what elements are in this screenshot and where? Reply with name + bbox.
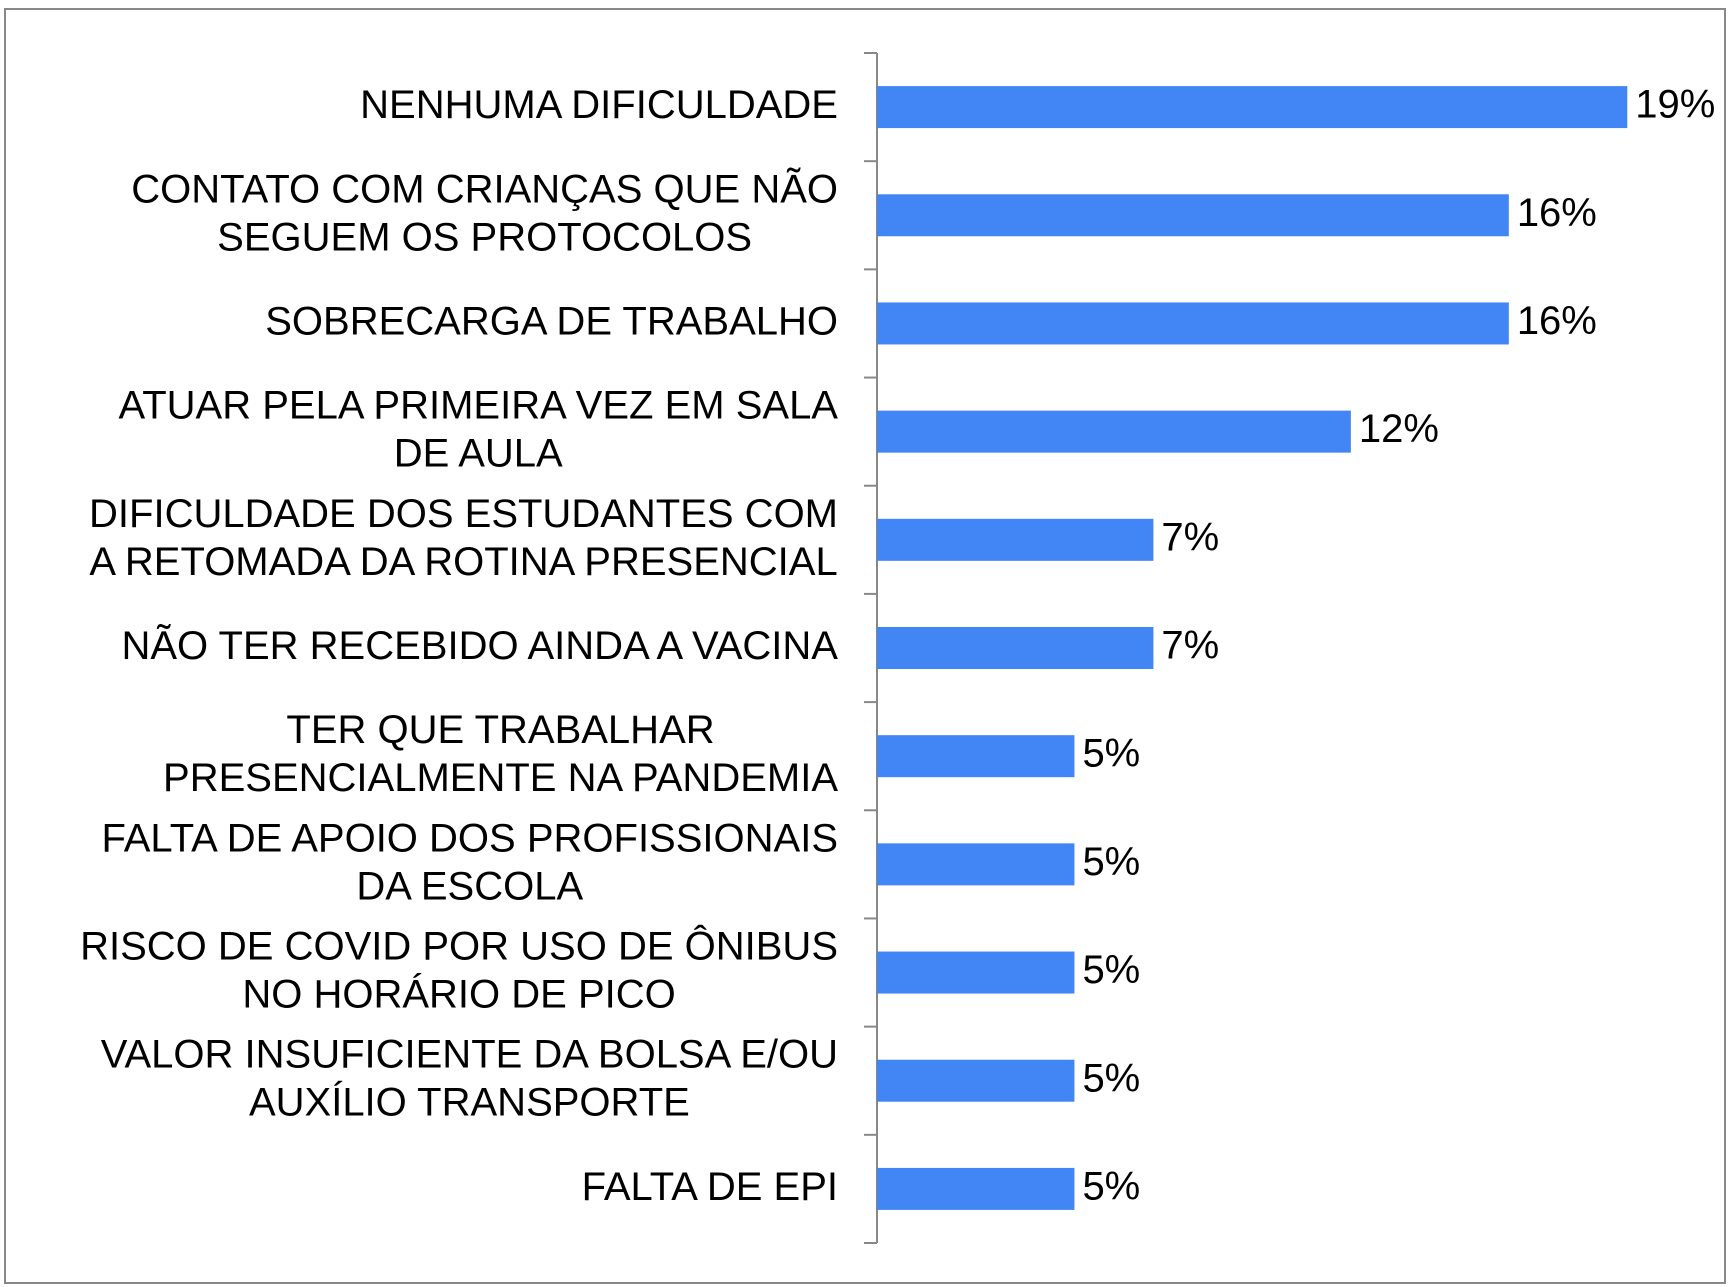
bar bbox=[877, 518, 1154, 561]
data-label: 7% bbox=[1161, 515, 1219, 559]
y-tick-label: TER QUE TRABALHAR PRESENCIALMENTE NA PAND… bbox=[163, 708, 838, 800]
data-label: 5% bbox=[1082, 1164, 1140, 1208]
bar bbox=[877, 302, 1509, 345]
y-tick-label: NÃO TER RECEBIDO AINDA A VACINA bbox=[121, 623, 838, 668]
bar bbox=[877, 86, 1628, 129]
data-label: 5% bbox=[1082, 1056, 1140, 1100]
data-label: 12% bbox=[1359, 407, 1439, 451]
data-label: 5% bbox=[1082, 732, 1140, 776]
data-label: 5% bbox=[1082, 840, 1140, 884]
bar bbox=[877, 843, 1075, 886]
bar bbox=[877, 194, 1509, 237]
bar bbox=[877, 627, 1154, 669]
bar bbox=[877, 410, 1351, 453]
y-tick-label: DIFICULDADE DOS ESTUDANTES COM A RETOMADA… bbox=[89, 491, 838, 583]
data-label: 16% bbox=[1517, 299, 1597, 343]
y-tick-label: ATUAR PELA PRIMEIRA VEZ EM SALA DE AULA bbox=[119, 383, 839, 475]
y-tick-label: FALTA DE APOIO DOS PROFISSIONAIS DA ESCOL… bbox=[102, 816, 838, 908]
chart-border bbox=[4, 8, 1726, 1284]
bar bbox=[877, 1167, 1075, 1210]
data-label: 16% bbox=[1517, 191, 1597, 235]
y-tick-label: NENHUMA DIFICULDADE bbox=[360, 83, 838, 127]
y-tick-label: CONTATO COM CRIANÇAS QUE NÃO SEGUEM OS PR… bbox=[131, 166, 838, 259]
y-tick-label: VALOR INSUFICIENTE DA BOLSA E/OU AUXÍLIO … bbox=[101, 1032, 838, 1124]
data-label: 7% bbox=[1161, 624, 1219, 668]
y-tick-label: RISCO DE COVID POR USO DE ÔNIBUS NO HORÁR… bbox=[80, 923, 838, 1016]
y-tick-label: SOBRECARGA DE TRABALHO bbox=[265, 299, 838, 343]
bar bbox=[877, 1059, 1075, 1102]
data-label: 19% bbox=[1635, 83, 1715, 127]
bar bbox=[877, 951, 1075, 994]
y-tick-label: FALTA DE EPI bbox=[582, 1164, 838, 1208]
data-label: 5% bbox=[1082, 948, 1140, 992]
bar bbox=[877, 735, 1075, 778]
